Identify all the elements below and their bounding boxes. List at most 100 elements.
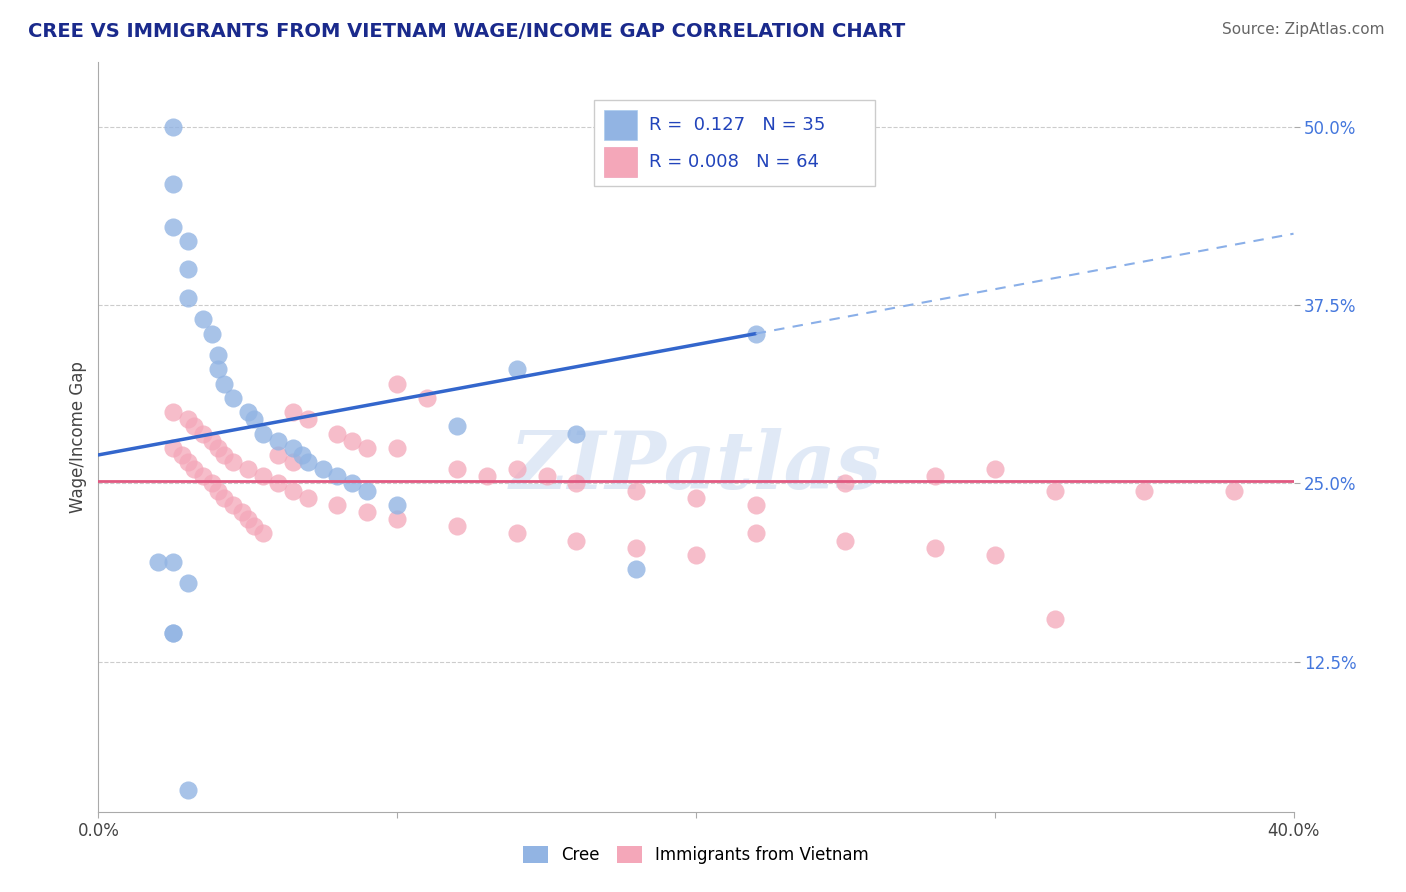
- Point: [834, 533, 856, 548]
- Point: [924, 541, 946, 555]
- Point: [267, 434, 290, 448]
- Point: [475, 469, 498, 483]
- Point: [685, 548, 707, 562]
- Point: [626, 541, 648, 555]
- Point: [297, 455, 319, 469]
- Point: [252, 426, 274, 441]
- Point: [506, 526, 529, 541]
- Point: [236, 462, 259, 476]
- Point: [212, 376, 235, 391]
- Point: [385, 512, 409, 526]
- Text: Source: ZipAtlas.com: Source: ZipAtlas.com: [1222, 22, 1385, 37]
- Point: [281, 405, 304, 419]
- Y-axis label: Wage/Income Gap: Wage/Income Gap: [69, 361, 87, 513]
- Point: [342, 476, 364, 491]
- Point: [162, 405, 184, 419]
- Point: [311, 462, 333, 476]
- Point: [177, 234, 200, 248]
- Point: [177, 262, 200, 277]
- Point: [745, 326, 768, 341]
- Point: [162, 219, 184, 234]
- Point: [446, 462, 468, 476]
- Point: [201, 326, 224, 341]
- Point: [252, 469, 274, 483]
- Point: [281, 455, 304, 469]
- Point: [326, 426, 349, 441]
- Point: [177, 783, 200, 797]
- Point: [1043, 483, 1066, 498]
- Point: [177, 576, 200, 591]
- Point: [162, 441, 184, 455]
- FancyBboxPatch shape: [595, 100, 875, 186]
- Point: [342, 434, 364, 448]
- Point: [252, 526, 274, 541]
- Point: [1043, 612, 1066, 626]
- Point: [177, 291, 200, 305]
- Point: [356, 483, 378, 498]
- Text: CREE VS IMMIGRANTS FROM VIETNAM WAGE/INCOME GAP CORRELATION CHART: CREE VS IMMIGRANTS FROM VIETNAM WAGE/INC…: [28, 22, 905, 41]
- Point: [207, 441, 229, 455]
- Point: [243, 519, 266, 533]
- Point: [297, 412, 319, 426]
- Point: [191, 312, 214, 326]
- Point: [745, 498, 768, 512]
- Text: R = 0.008   N = 64: R = 0.008 N = 64: [650, 153, 820, 171]
- Point: [201, 476, 224, 491]
- Point: [565, 533, 588, 548]
- Point: [565, 426, 588, 441]
- Point: [385, 376, 409, 391]
- Point: [162, 177, 184, 191]
- Point: [177, 412, 200, 426]
- FancyBboxPatch shape: [605, 147, 637, 178]
- Point: [626, 483, 648, 498]
- Point: [243, 412, 266, 426]
- Point: [267, 448, 290, 462]
- Point: [536, 469, 558, 483]
- Point: [148, 555, 170, 569]
- Point: [385, 498, 409, 512]
- Point: [297, 491, 319, 505]
- Point: [356, 441, 378, 455]
- Point: [162, 626, 184, 640]
- Point: [162, 120, 184, 134]
- Point: [626, 562, 648, 576]
- Point: [212, 448, 235, 462]
- Point: [281, 483, 304, 498]
- Point: [207, 362, 229, 376]
- Point: [1133, 483, 1156, 498]
- Point: [291, 448, 314, 462]
- Point: [222, 455, 245, 469]
- Legend: Cree, Immigrants from Vietnam: Cree, Immigrants from Vietnam: [516, 839, 876, 871]
- Point: [506, 462, 529, 476]
- FancyBboxPatch shape: [605, 110, 637, 140]
- Point: [162, 626, 184, 640]
- Point: [267, 476, 290, 491]
- Point: [177, 455, 200, 469]
- Point: [222, 498, 245, 512]
- Text: ZIPatlas: ZIPatlas: [510, 428, 882, 506]
- Point: [191, 426, 214, 441]
- Point: [356, 505, 378, 519]
- Point: [446, 419, 468, 434]
- Point: [236, 512, 259, 526]
- Point: [984, 548, 1007, 562]
- Point: [506, 362, 529, 376]
- Point: [416, 391, 439, 405]
- Point: [326, 498, 349, 512]
- Point: [385, 441, 409, 455]
- Point: [207, 348, 229, 362]
- Point: [183, 462, 205, 476]
- Point: [207, 483, 229, 498]
- Point: [685, 491, 707, 505]
- Point: [446, 519, 468, 533]
- Point: [231, 505, 253, 519]
- Point: [1223, 483, 1246, 498]
- Point: [222, 391, 245, 405]
- Point: [924, 469, 946, 483]
- Point: [834, 476, 856, 491]
- Point: [565, 476, 588, 491]
- Text: R =  0.127   N = 35: R = 0.127 N = 35: [650, 116, 825, 134]
- Point: [201, 434, 224, 448]
- Point: [236, 405, 259, 419]
- Point: [326, 469, 349, 483]
